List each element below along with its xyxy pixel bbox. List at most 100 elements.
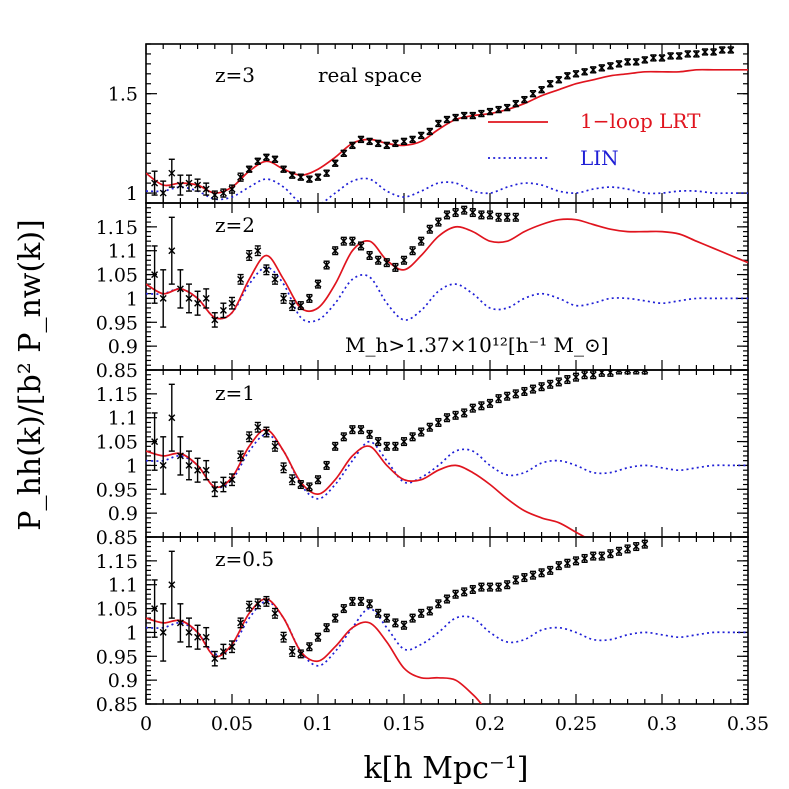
data-point — [176, 174, 184, 196]
data-point — [667, 52, 675, 60]
legend-lrt-label: 1−loop LRT — [580, 109, 701, 133]
data-point — [641, 56, 649, 64]
data-point — [245, 250, 253, 261]
lin-curve — [146, 433, 748, 500]
data-point — [219, 643, 227, 660]
data-point — [168, 383, 176, 452]
data-point — [684, 50, 692, 58]
data-point — [641, 370, 649, 375]
lin-curve — [146, 266, 748, 323]
data-point — [426, 422, 434, 432]
data-point — [495, 582, 503, 592]
data-point — [443, 413, 451, 423]
data-point — [469, 208, 477, 218]
data-point — [383, 613, 391, 623]
data-point — [615, 370, 623, 375]
data-point — [434, 599, 442, 609]
data-point — [202, 288, 210, 309]
data-point — [159, 180, 167, 203]
data-point — [211, 481, 219, 498]
lrt-curve — [146, 428, 587, 537]
data-point — [555, 377, 563, 387]
data-point — [452, 208, 460, 218]
panel-series — [146, 539, 748, 704]
data-point — [331, 246, 339, 256]
data-point — [400, 437, 408, 447]
panel-label-z2: z=2 — [215, 213, 255, 237]
data-point — [357, 241, 365, 251]
y-tick-label: 0.95 — [96, 479, 138, 501]
data-point — [495, 394, 503, 404]
y-tick-label: 0.9 — [108, 336, 138, 358]
data-point — [632, 370, 640, 375]
mass-threshold-label: M_h>1.37×10¹²[h⁻¹ M_⊙] — [345, 333, 609, 357]
x-tick-label: 0 — [140, 713, 152, 735]
data-point — [159, 436, 167, 495]
data-point — [512, 389, 520, 399]
data-point — [486, 107, 494, 116]
data-point — [409, 613, 417, 623]
y-tick-label: 1.1 — [108, 575, 138, 597]
legend-lin-label: LIN — [580, 146, 619, 170]
data-point — [417, 427, 425, 437]
data-point — [374, 255, 382, 265]
data-point — [538, 382, 546, 392]
data-point — [598, 551, 606, 561]
data-point — [503, 212, 511, 222]
data-point — [323, 169, 331, 177]
data-point — [624, 544, 632, 554]
data-point — [185, 174, 193, 192]
data-point — [529, 384, 537, 394]
data-point — [366, 599, 374, 609]
chart-panels: 11.50.850.90.9511.051.11.150.850.90.9511… — [96, 43, 769, 735]
y-tick-label: 1.05 — [96, 599, 138, 621]
data-point — [477, 210, 485, 220]
data-point — [237, 172, 245, 182]
data-point — [254, 157, 262, 165]
data-point — [512, 212, 520, 222]
data-point — [202, 626, 210, 648]
data-point — [520, 95, 528, 104]
data-point — [262, 595, 270, 607]
data-point — [305, 293, 313, 303]
data-point — [340, 236, 348, 246]
data-point — [718, 46, 726, 54]
data-point — [443, 115, 451, 124]
data-point — [624, 370, 632, 375]
data-point — [529, 570, 537, 580]
data-point — [400, 255, 408, 265]
y-tick-label: 0.85 — [96, 360, 138, 382]
data-point — [710, 48, 718, 56]
data-point — [219, 476, 227, 493]
data-point — [374, 608, 382, 618]
data-point — [211, 650, 219, 667]
data-point — [400, 137, 408, 146]
data-point — [366, 250, 374, 261]
data-point — [383, 141, 391, 150]
data-point — [434, 119, 442, 128]
data-point — [374, 139, 382, 148]
data-point — [348, 236, 356, 246]
data-point — [572, 372, 580, 382]
data-point — [520, 386, 528, 396]
data-point — [348, 141, 356, 150]
data-point — [606, 370, 614, 377]
data-point — [460, 587, 468, 597]
data-point — [254, 245, 262, 257]
data-point — [624, 58, 632, 66]
data-point — [374, 437, 382, 447]
data-point — [331, 613, 339, 623]
data-point — [219, 302, 227, 319]
data-point — [469, 111, 477, 120]
data-point — [348, 596, 356, 606]
panel-series — [146, 370, 748, 537]
data-point — [417, 236, 425, 246]
data-point — [305, 642, 313, 652]
data-point — [228, 640, 236, 654]
data-point — [194, 290, 202, 316]
data-point — [460, 205, 468, 215]
data-point — [538, 568, 546, 578]
y-tick-label: 0.9 — [108, 503, 138, 525]
lin-curve — [146, 600, 748, 667]
panel-frame — [145, 536, 749, 705]
